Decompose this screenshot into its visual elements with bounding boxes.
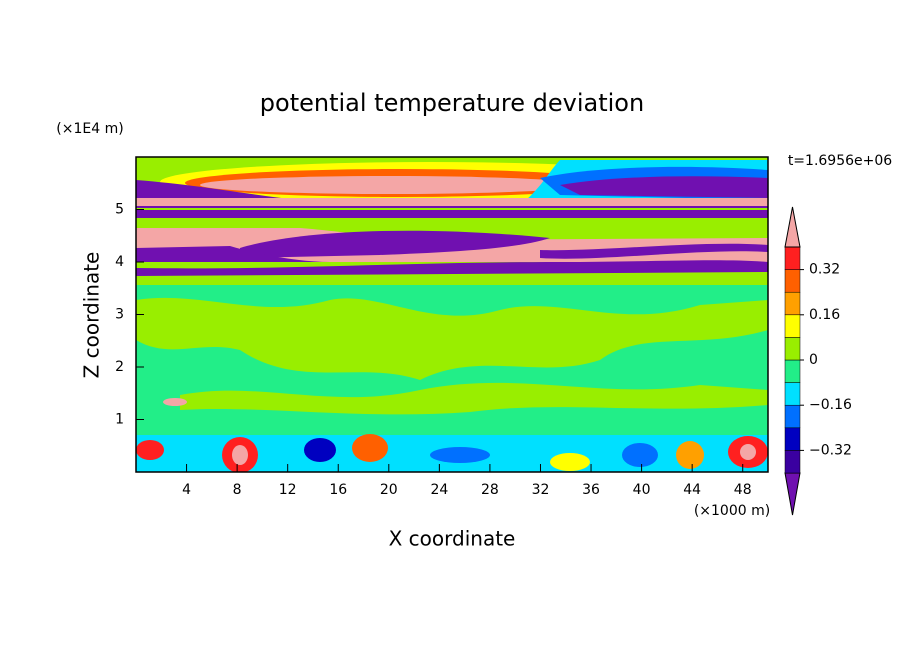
- x-tick-label: 32: [532, 482, 550, 498]
- x-tick-label: 8: [233, 482, 242, 498]
- y-axis-label: Z coordinate: [80, 252, 104, 379]
- colorbar-box: [784, 246, 801, 270]
- colorbar-box: [784, 269, 801, 293]
- y-tick-label: 1: [115, 412, 124, 428]
- x-tick-label: 20: [380, 482, 398, 498]
- colorbar-box: [784, 404, 801, 429]
- colorbar-box: [784, 427, 801, 451]
- y-tick-label: 2: [115, 359, 124, 375]
- x-tick-label: 12: [279, 482, 297, 498]
- y-tick-label: 5: [115, 202, 124, 218]
- x-tick-label: 48: [734, 482, 752, 498]
- colorbar-label: 0.32: [809, 262, 840, 278]
- y-tick-label: 4: [115, 254, 124, 270]
- colorbar-box: [784, 359, 801, 383]
- y-tick-label: 3: [115, 307, 124, 323]
- x-tick-label: 24: [430, 482, 448, 498]
- x-unit: (×1000 m): [694, 503, 770, 519]
- x-tick-label: 36: [582, 482, 600, 498]
- colorbar-box: [784, 291, 801, 316]
- time-annotation: t=1.6956e+06: [788, 153, 892, 169]
- colorbar-box: [784, 314, 801, 338]
- chart-title: potential temperature deviation: [260, 89, 644, 117]
- colorbar-low: [784, 472, 801, 516]
- x-tick-label: 28: [481, 482, 499, 498]
- colorbar-label: 0.16: [809, 307, 840, 323]
- y-unit: (×1E4 m): [56, 121, 123, 137]
- colorbar-label: 0: [809, 352, 818, 368]
- x-tick-label: 4: [182, 482, 191, 498]
- x-tick-label: 44: [683, 482, 701, 498]
- colorbar-box: [784, 382, 801, 406]
- colorbar-label: −0.32: [809, 442, 852, 458]
- x-tick-label: 16: [329, 482, 347, 498]
- colorbar-box: [784, 450, 801, 474]
- colorbar-box: [784, 337, 801, 361]
- x-tick-label: 40: [633, 482, 651, 498]
- contour-field: [136, 157, 768, 472]
- colorbar-high: [784, 206, 801, 248]
- colorbar-label: −0.16: [809, 397, 852, 413]
- x-axis-label: X coordinate: [389, 527, 516, 551]
